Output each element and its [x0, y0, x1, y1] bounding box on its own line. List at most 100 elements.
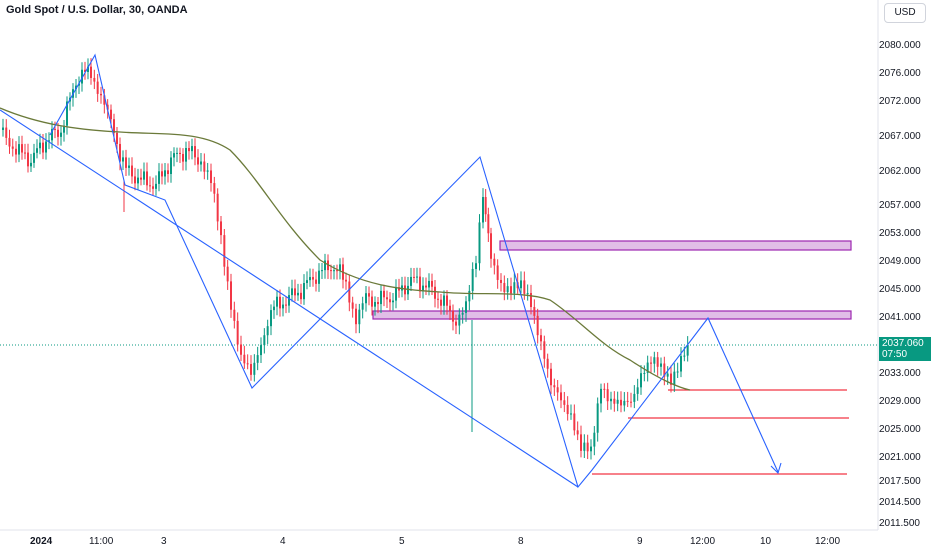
candle-body: [680, 356, 682, 372]
candle-body: [626, 400, 629, 402]
candle-body: [570, 413, 572, 415]
candle-body: [24, 152, 26, 154]
candle-body: [203, 161, 206, 172]
candle-body: [152, 186, 154, 189]
candle-body: [253, 362, 256, 375]
candle-body: [455, 321, 457, 326]
candle-body: [546, 358, 549, 369]
candle-body: [471, 268, 474, 291]
candle-body: [294, 288, 296, 296]
candle-body: [223, 235, 226, 267]
candle-body: [484, 197, 487, 215]
candle-body: [413, 276, 415, 278]
candle-body: [520, 280, 522, 289]
candle-body: [8, 137, 11, 147]
candle-body: [434, 286, 436, 299]
candle-body: [185, 148, 187, 162]
candle-body: [66, 101, 68, 126]
candle-body: [243, 354, 246, 364]
candle-body: [576, 430, 579, 435]
candle-body: [330, 270, 332, 272]
candle-body: [93, 77, 96, 82]
candle-body: [285, 304, 287, 306]
candle-body: [633, 393, 636, 402]
last-price-value: 2037.060: [882, 338, 924, 349]
candle-body: [603, 388, 606, 390]
candle-body: [475, 263, 477, 269]
candle-body: [458, 314, 461, 326]
candle-body: [616, 399, 619, 404]
candle-body: [392, 300, 394, 303]
candle-body: [48, 140, 50, 142]
candle-body: [407, 285, 409, 295]
candle-body: [306, 280, 308, 284]
candle-body: [116, 132, 118, 144]
candle-body: [11, 146, 14, 149]
candle-body: [282, 304, 284, 309]
candle-body: [419, 276, 421, 292]
candle-body: [673, 371, 676, 385]
price-label: 2021.000: [879, 451, 921, 463]
candle-body: [149, 185, 151, 187]
projection-arrow-icon: [770, 462, 782, 475]
candle-body: [106, 104, 109, 110]
candle-body: [526, 293, 529, 295]
candle-body: [556, 387, 559, 393]
candle-body: [146, 171, 148, 186]
candle-body: [586, 442, 589, 452]
candle-body: [140, 177, 142, 180]
candle-body: [395, 287, 397, 301]
candle-body: [2, 127, 4, 130]
candle-body: [636, 387, 639, 394]
candle-body: [513, 282, 516, 294]
candle-body: [96, 81, 99, 94]
candle-body: [496, 265, 499, 280]
candle-body: [84, 69, 86, 72]
candle-body: [374, 301, 376, 307]
candle-body: [297, 292, 299, 296]
candle-body: [620, 399, 622, 406]
candle-body: [410, 276, 412, 286]
candle-body: [200, 161, 202, 165]
candle-body: [683, 355, 686, 357]
time-label: 12:00: [690, 536, 716, 547]
currency-button[interactable]: USD: [884, 3, 926, 23]
candle-body: [428, 280, 430, 288]
candle-body: [143, 171, 145, 180]
price-label: 2014.500: [879, 497, 921, 509]
candle-body: [233, 309, 236, 321]
candle-body: [606, 389, 609, 402]
candle-body: [425, 285, 427, 288]
candle-body: [81, 69, 83, 84]
price-label: 2057.000: [879, 200, 921, 212]
candle-body: [336, 270, 338, 272]
candle-body: [250, 364, 252, 375]
candle-body: [256, 355, 259, 363]
candle-body: [303, 283, 305, 300]
candle-body: [600, 388, 602, 404]
candle-body: [134, 176, 136, 184]
time-label: 4: [280, 536, 286, 547]
price-label: 2025.000: [879, 423, 921, 435]
candle-body: [422, 285, 424, 292]
candle-body: [431, 280, 433, 287]
time-label: 3: [161, 536, 167, 547]
candle-body: [416, 276, 418, 278]
bar-countdown: 07:50: [882, 349, 908, 360]
candle-body: [510, 286, 512, 294]
time-label: 11:00: [89, 536, 114, 547]
candle-body: [260, 345, 262, 356]
candle-body: [503, 282, 506, 293]
candle-body: [553, 385, 556, 388]
candle-body: [206, 170, 209, 172]
candle-body: [63, 125, 65, 133]
candle-body: [348, 281, 351, 303]
candle-body: [321, 270, 323, 272]
candle-body: [90, 66, 92, 78]
candle-body: [560, 392, 562, 401]
price-label: 2067.000: [879, 130, 921, 142]
candle-body: [461, 312, 464, 315]
candle-body: [358, 309, 361, 325]
